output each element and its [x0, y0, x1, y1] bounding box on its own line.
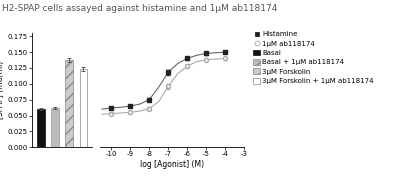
Bar [37, 109, 44, 147]
X-axis label: log [Agonist] (M): log [Agonist] (M) [140, 160, 204, 169]
Bar [51, 108, 59, 147]
Legend: Histamine, 1μM ab118174, Basal, Basal + 1μM ab118174, 3μM Forskolin, 3μM Forskol: Histamine, 1μM ab118174, Basal, Basal + … [253, 31, 374, 84]
Bar [65, 60, 73, 147]
Y-axis label: [SPAP] (mU/ml): [SPAP] (mU/ml) [0, 61, 5, 119]
Bar [80, 69, 87, 147]
Text: H2-SPAP cells assayed against histamine and 1μM ab118174: H2-SPAP cells assayed against histamine … [2, 4, 278, 13]
